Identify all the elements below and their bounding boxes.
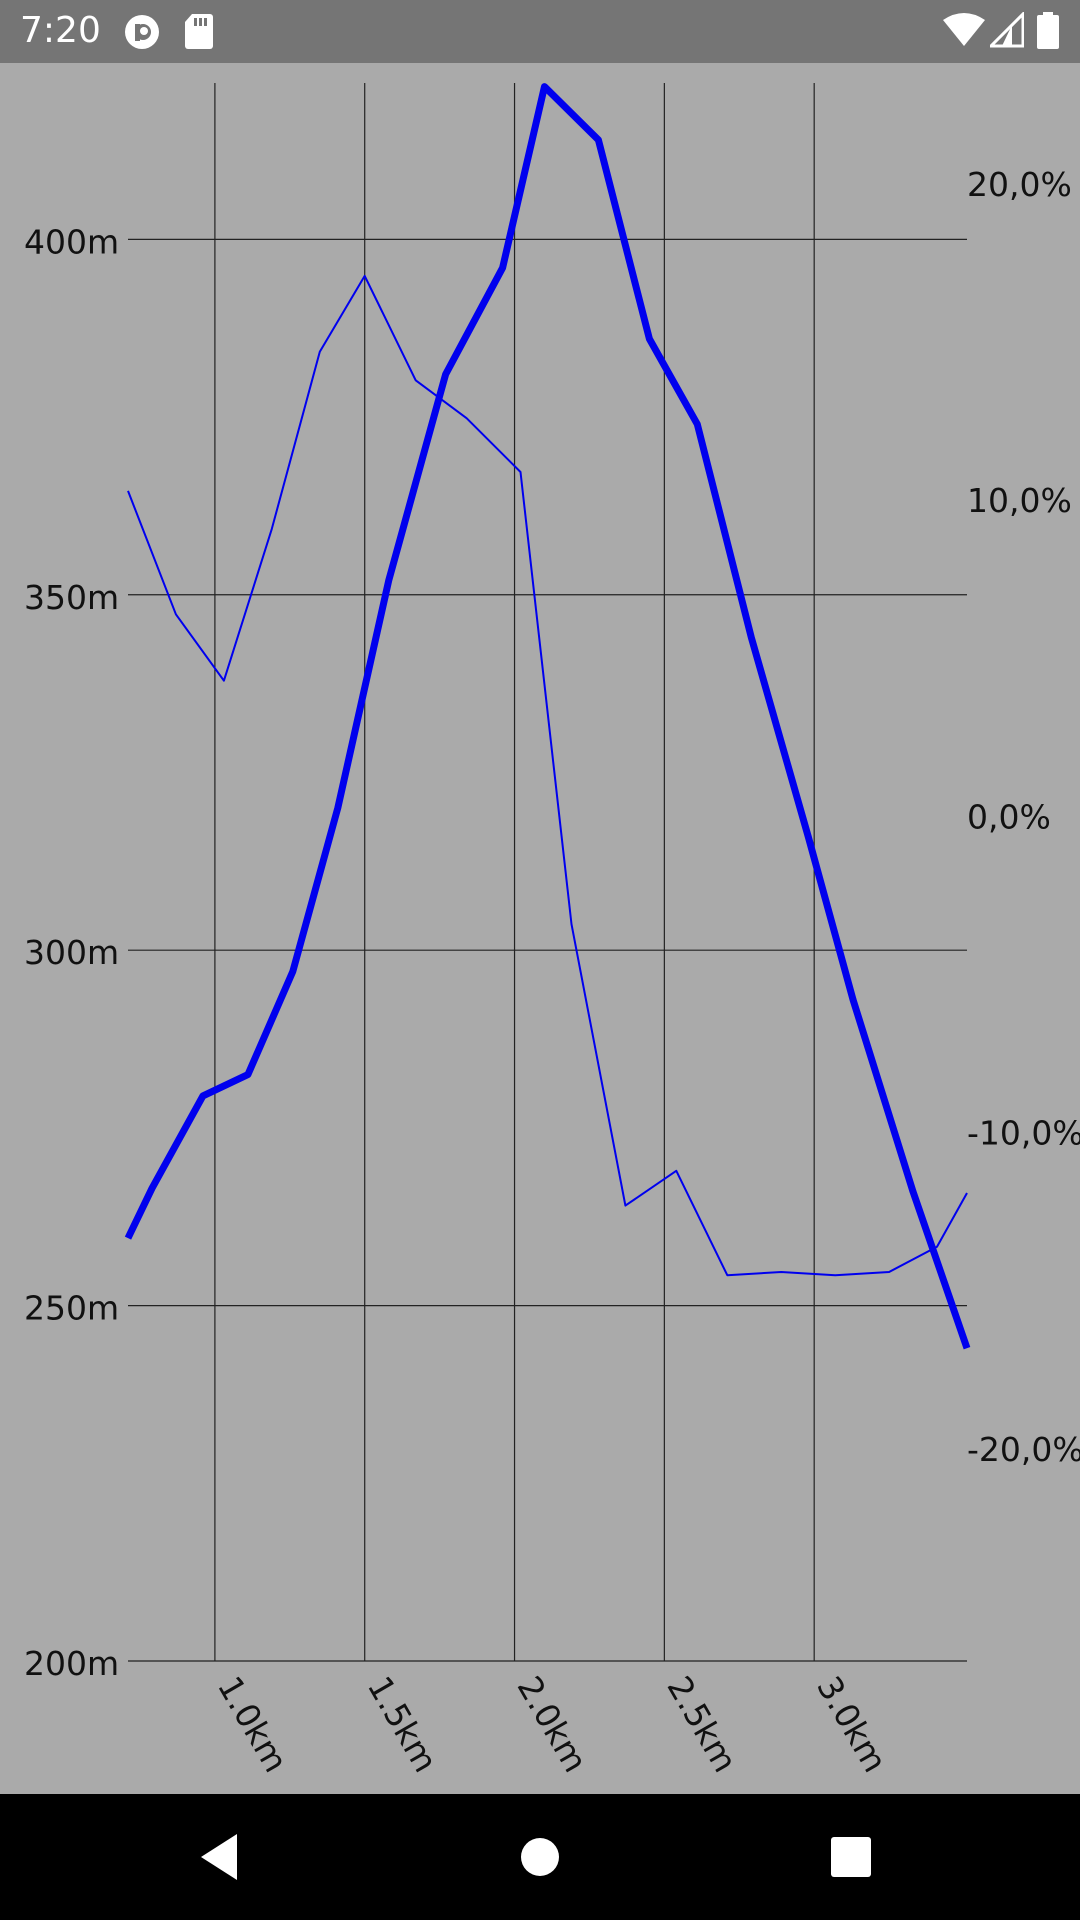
slope-series-line: [127, 274, 968, 1277]
x-tick-label: 2.5km: [659, 1670, 745, 1779]
x-tick-label: 1.5km: [360, 1670, 446, 1779]
y-left-tick-label: 250m: [24, 1289, 119, 1328]
chart-svg: 400m 350m 300m 250m 200m 1.0km 1.5km 2.0km 2.5km…: [24, 83, 1080, 1779]
home-icon[interactable]: [507, 1824, 573, 1890]
pocket-casts-icon: [125, 15, 159, 49]
y-left-tick-label: 300m: [24, 933, 119, 972]
series-layer: [124, 83, 971, 1350]
y-left-tick-label: 200m: [24, 1644, 119, 1683]
y-right-tick-label: 0,0%: [967, 797, 1051, 836]
back-icon[interactable]: [191, 1824, 257, 1890]
cell-signal-icon: [990, 12, 1024, 48]
axis-labels: 400m 350m 300m 250m 200m 1.0km 1.5km 2.0km 2.5km…: [24, 165, 1080, 1779]
y-right-tick-label: 20,0%: [967, 165, 1072, 204]
recents-icon[interactable]: [818, 1824, 884, 1890]
x-tick-label: 3.0km: [809, 1670, 895, 1779]
x-tick-label: 1.0km: [210, 1670, 296, 1779]
y-right-tick-label: -10,0%: [967, 1114, 1080, 1153]
status-bar: 7:20: [0, 0, 1080, 63]
elevation-series-line: [124, 83, 971, 1350]
wifi-icon: [943, 13, 985, 46]
status-time: 7:20: [20, 10, 101, 51]
navigation-bar: [0, 1794, 1080, 1920]
y-left-tick-label: 350m: [24, 578, 119, 617]
y-left-tick-label: 400m: [24, 222, 119, 261]
y-right-tick-label: 10,0%: [967, 481, 1072, 520]
elevation-chart: 400m 350m 300m 250m 200m 1.0km 1.5km 2.0km 2.5km…: [0, 63, 1080, 1794]
x-tick-label: 2.0km: [510, 1670, 596, 1779]
battery-icon: [1037, 12, 1059, 49]
grid: [128, 83, 967, 1662]
sd-card-icon: [185, 14, 213, 49]
y-right-tick-label: -20,0%: [967, 1430, 1080, 1469]
